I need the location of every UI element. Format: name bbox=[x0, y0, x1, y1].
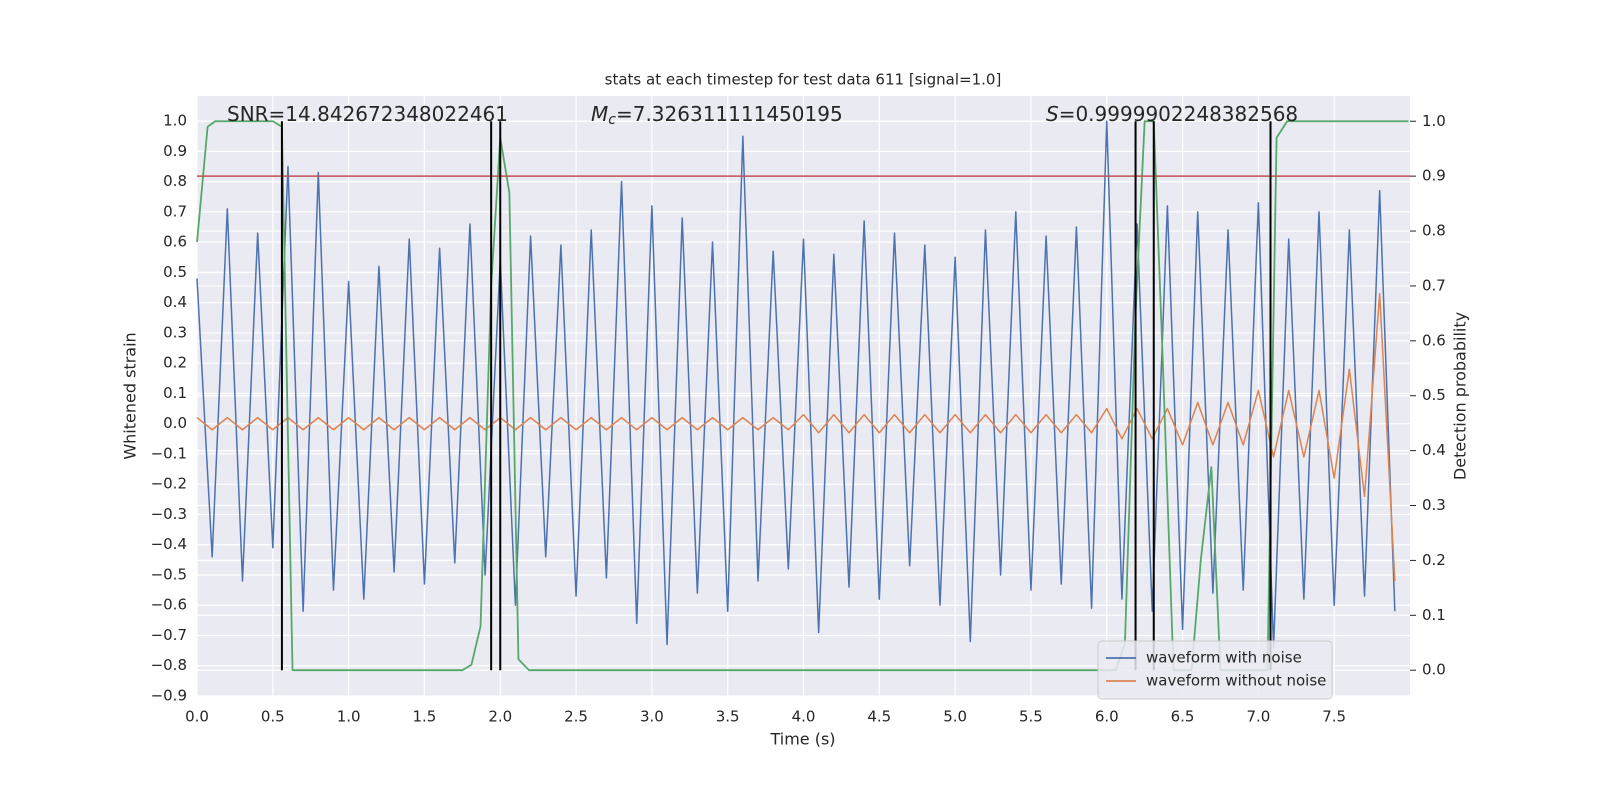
y2-tick-label: 1.0 bbox=[1422, 112, 1446, 130]
y2-tick-label: 0.5 bbox=[1422, 386, 1446, 404]
y2-tick-label: 0.2 bbox=[1422, 551, 1446, 569]
x-tick-label: 5.0 bbox=[943, 708, 967, 726]
annotation: S=0.9999902248382568 bbox=[1046, 102, 1298, 126]
y-tick-label: −0.7 bbox=[151, 626, 187, 644]
y-tick-label: −0.9 bbox=[151, 687, 187, 705]
y-tick-label: −0.8 bbox=[151, 656, 187, 674]
series-line bbox=[196, 120, 1396, 649]
x-tick-label: 5.5 bbox=[1019, 708, 1043, 726]
y-tick-label: 0.6 bbox=[163, 233, 187, 251]
y-tick-label: 0.2 bbox=[163, 354, 187, 372]
y-tick-label: 0.5 bbox=[163, 263, 187, 281]
annotation-symbol: S bbox=[1046, 102, 1059, 126]
y2-tick-label: 0.6 bbox=[1422, 331, 1446, 349]
y2-tick-label: 0.7 bbox=[1422, 276, 1446, 294]
y-tick-label: 1.0 bbox=[163, 112, 187, 130]
y-tick-label: 0.3 bbox=[163, 323, 187, 341]
x-tick-label: 0.0 bbox=[185, 708, 209, 726]
y-tick-label: 0.0 bbox=[163, 414, 187, 432]
y-tick-label: 0.1 bbox=[163, 384, 187, 402]
y-tick-label: −0.3 bbox=[151, 505, 187, 523]
y-tick-label: −0.6 bbox=[151, 596, 187, 614]
x-tick-label: 2.5 bbox=[564, 708, 588, 726]
annotation-subscript: c bbox=[608, 112, 616, 128]
y2-axis-label: Detection probability bbox=[1451, 312, 1470, 480]
x-tick-label: 1.5 bbox=[413, 708, 437, 726]
annotation: Mc=7.326311111450195 bbox=[591, 102, 843, 129]
chart-title: stats at each timestep for test data 611… bbox=[605, 71, 1002, 89]
x-tick-label: 3.0 bbox=[640, 708, 664, 726]
annotation-symbol: M bbox=[591, 102, 608, 126]
x-tick-label: 2.0 bbox=[488, 708, 512, 726]
y2-tick-label: 0.1 bbox=[1422, 606, 1446, 624]
y-tick-label: 0.9 bbox=[163, 142, 187, 160]
annotation-text: =0.9999902248382568 bbox=[1059, 102, 1298, 126]
y-tick-label: 0.4 bbox=[163, 293, 187, 311]
y2-tick-label: 0.9 bbox=[1422, 167, 1446, 185]
y-tick-label: −0.4 bbox=[151, 535, 187, 553]
legend: waveform with noise waveform without nois… bbox=[1097, 640, 1333, 700]
annotation: SNR=14.842672348022461 bbox=[227, 102, 508, 126]
x-tick-label: 6.0 bbox=[1095, 708, 1119, 726]
annotation-text: =7.326311111450195 bbox=[616, 102, 843, 126]
legend-label: waveform with noise bbox=[1146, 649, 1302, 667]
y-tick-label: −0.5 bbox=[151, 565, 187, 583]
x-tick-label: 6.5 bbox=[1171, 708, 1195, 726]
x-tick-label: 3.5 bbox=[716, 708, 740, 726]
y-tick-label: −0.2 bbox=[151, 475, 187, 493]
y-tick-label: 0.8 bbox=[163, 172, 187, 190]
y-tick-label: 0.7 bbox=[163, 202, 187, 220]
y2-tick-label: 0.4 bbox=[1422, 441, 1446, 459]
y2-tick-label: 0.3 bbox=[1422, 496, 1446, 514]
y2-tick-label: 0.8 bbox=[1422, 222, 1446, 240]
annotation-text: SNR=14.842672348022461 bbox=[227, 102, 508, 126]
x-tick-label: 4.0 bbox=[792, 708, 816, 726]
x-tick-label: 7.0 bbox=[1246, 708, 1270, 726]
x-tick-label: 7.5 bbox=[1322, 708, 1346, 726]
x-axis-label: Time (s) bbox=[769, 730, 835, 749]
x-tick-label: 1.0 bbox=[337, 708, 361, 726]
y-tick-label: −0.1 bbox=[151, 444, 187, 462]
y2-tick-label: 0.0 bbox=[1422, 661, 1446, 679]
x-tick-label: 4.5 bbox=[867, 708, 891, 726]
x-tick-label: 0.5 bbox=[261, 708, 285, 726]
legend-label: waveform without noise bbox=[1146, 672, 1326, 690]
legend-box bbox=[1097, 640, 1333, 700]
series-line bbox=[196, 292, 1396, 582]
y-axis-label: Whitened strain bbox=[121, 332, 140, 459]
